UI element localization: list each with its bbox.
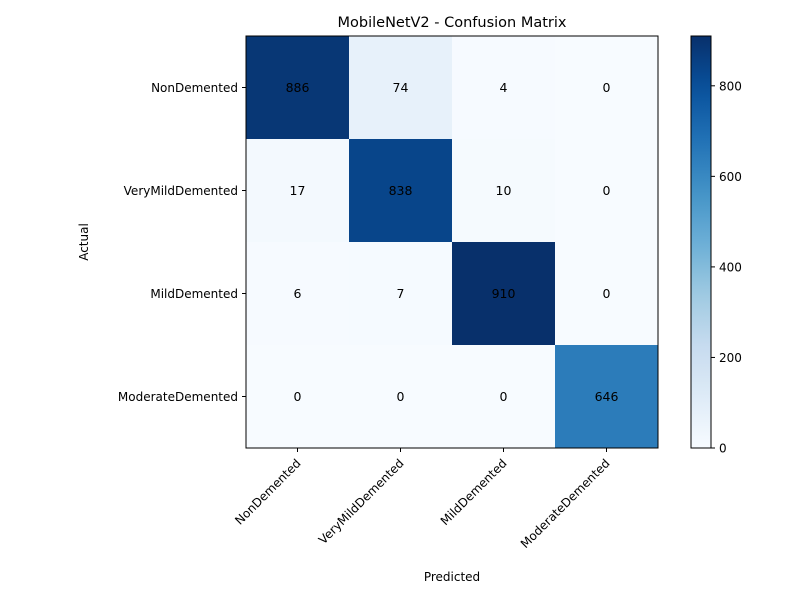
matrix-cells: 886 74 4 0 17 838 10 0 6 7 910 0 0 0 0 646 [246,36,659,449]
matrix-cell [246,345,350,449]
cell-value-label: 0 [603,183,611,198]
colorbar-tick-label: 200 [719,351,742,365]
x-tick-label: ModerateDemented [518,456,613,551]
cell-value-label: 7 [397,286,405,301]
x-tick-label: MildDemented [438,456,510,528]
cell-value-label: 886 [286,80,310,95]
matrix-cell [349,345,453,449]
colorbar-tick-label: 800 [719,79,742,93]
cell-value-label: 10 [496,183,512,198]
matrix-cell [349,36,453,140]
matrix-cell [349,139,453,243]
matrix-cell [452,36,556,140]
cell-value-label: 646 [595,389,619,404]
colorbar-frame [690,35,712,449]
y-tick-label: VeryMildDemented [124,184,238,198]
colorbar-tick-label: 0 [719,442,727,456]
colorbar: 0 200 400 600 800 [690,35,742,456]
matrix-cell [555,139,659,243]
colorbar-tick-label: 400 [719,260,742,274]
cell-value-label: 0 [500,389,508,404]
y-tick-label: NonDemented [151,81,238,95]
cell-value-label: 4 [500,80,508,95]
matrix-cell [349,242,453,346]
matrix-cell [452,139,556,243]
colorbar-gradient [691,36,711,448]
cell-value-label: 17 [290,183,306,198]
cell-value-label: 0 [603,286,611,301]
matrix-cell [452,345,556,449]
matrix-cell [246,242,350,346]
matrix-cell [452,242,556,346]
x-tick-label: VeryMildDemented [316,456,407,547]
matrix-cell [555,242,659,346]
cell-value-label: 0 [294,389,302,404]
cell-value-label: 0 [397,389,405,404]
cell-value-label: 838 [389,183,413,198]
cell-value-label: 910 [492,286,516,301]
matrix-cell [555,345,659,449]
chart-title: MobileNetV2 - Confusion Matrix [338,15,567,31]
y-tick-label: ModerateDemented [118,390,238,404]
x-axis-label: Predicted [424,570,480,584]
y-tick-label: MildDemented [150,287,238,301]
y-axis: NonDemented VeryMildDemented MildDemented M… [118,81,246,404]
matrix-cell [246,139,350,243]
cell-value-label: 0 [603,80,611,95]
matrix-cell [555,36,659,140]
plot-frame [245,35,659,449]
cell-value-label: 74 [393,80,409,95]
x-tick-label: NonDemented [232,456,303,527]
colorbar-tick-label: 600 [719,170,742,184]
x-axis: NonDemented VeryMildDemented MildDemented M… [232,448,613,551]
matrix-cell [246,36,350,140]
y-axis-label: Actual [77,223,91,261]
cell-value-label: 6 [294,286,302,301]
